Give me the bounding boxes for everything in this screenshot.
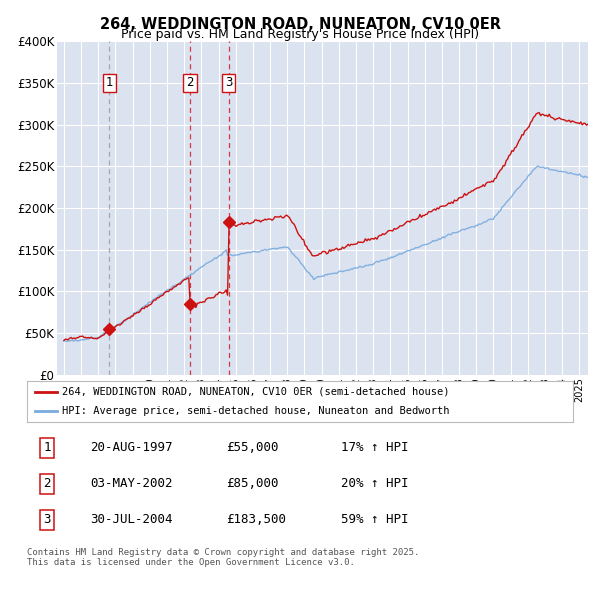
Text: 20-AUG-1997: 20-AUG-1997 (90, 441, 172, 454)
Text: £55,000: £55,000 (226, 441, 279, 454)
Text: 2: 2 (186, 77, 194, 90)
Text: 2: 2 (43, 477, 51, 490)
Text: Price paid vs. HM Land Registry's House Price Index (HPI): Price paid vs. HM Land Registry's House … (121, 28, 479, 41)
Text: Contains HM Land Registry data © Crown copyright and database right 2025.
This d: Contains HM Land Registry data © Crown c… (27, 548, 419, 567)
Text: 264, WEDDINGTON ROAD, NUNEATON, CV10 0ER: 264, WEDDINGTON ROAD, NUNEATON, CV10 0ER (100, 17, 500, 31)
Text: 1: 1 (106, 77, 113, 90)
Text: 1: 1 (43, 441, 51, 454)
Text: 17% ↑ HPI: 17% ↑ HPI (341, 441, 409, 454)
Text: 03-MAY-2002: 03-MAY-2002 (90, 477, 172, 490)
Text: 59% ↑ HPI: 59% ↑ HPI (341, 513, 409, 526)
Text: HPI: Average price, semi-detached house, Nuneaton and Bedworth: HPI: Average price, semi-detached house,… (62, 406, 450, 416)
Text: 264, WEDDINGTON ROAD, NUNEATON, CV10 0ER (semi-detached house): 264, WEDDINGTON ROAD, NUNEATON, CV10 0ER… (62, 386, 450, 396)
Text: 30-JUL-2004: 30-JUL-2004 (90, 513, 172, 526)
Text: 3: 3 (43, 513, 51, 526)
Text: £183,500: £183,500 (226, 513, 286, 526)
Text: £85,000: £85,000 (226, 477, 279, 490)
Text: 20% ↑ HPI: 20% ↑ HPI (341, 477, 409, 490)
Text: 3: 3 (225, 77, 232, 90)
